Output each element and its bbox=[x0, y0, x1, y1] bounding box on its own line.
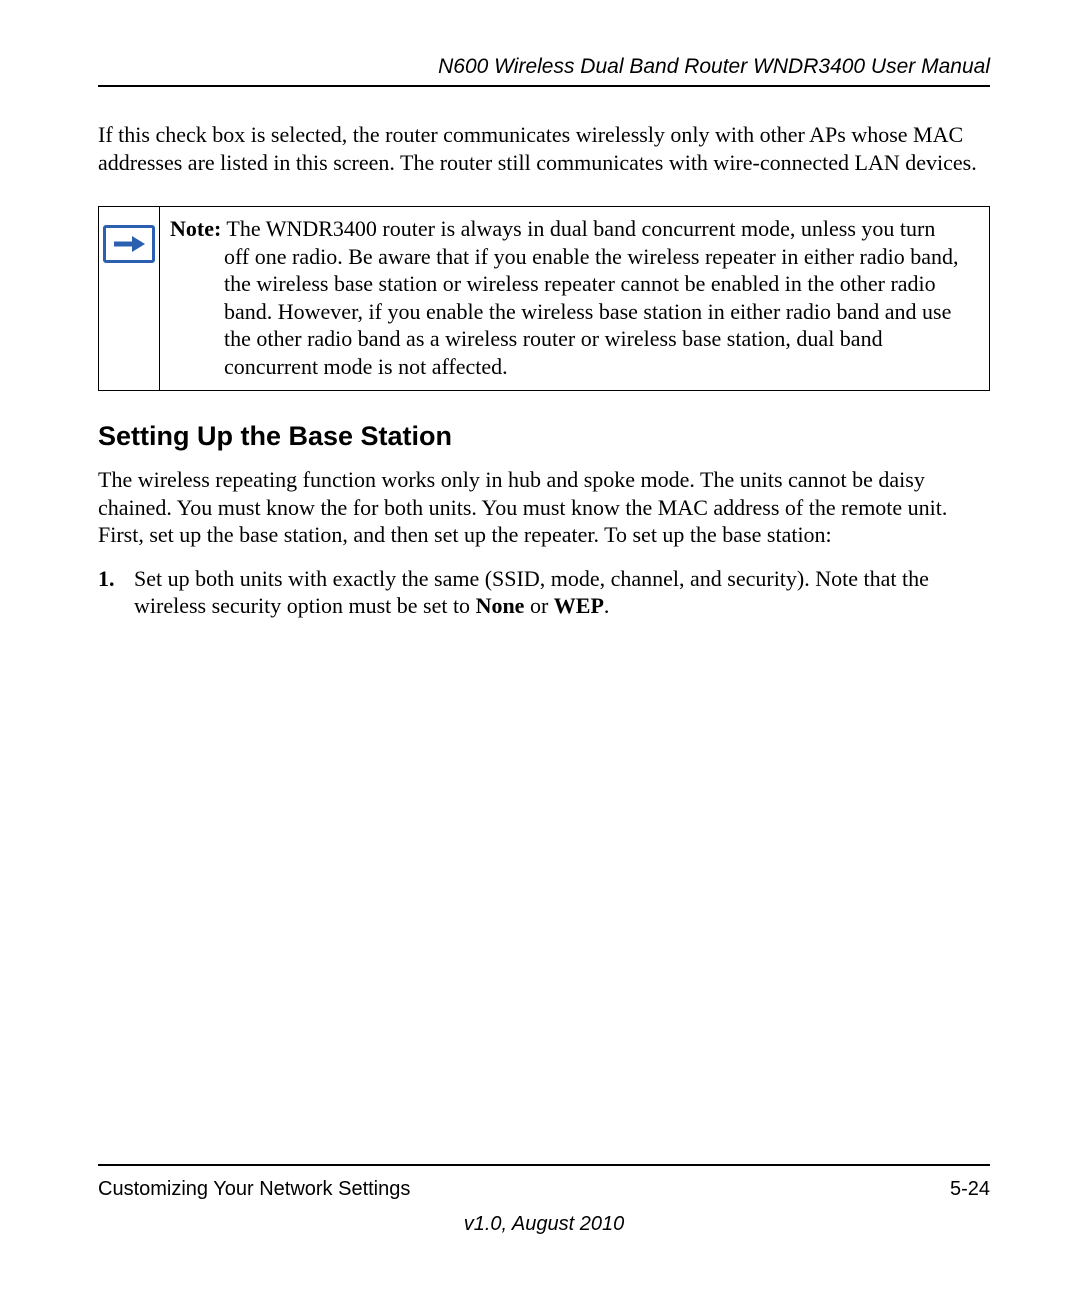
section-heading: Setting Up the Base Station bbox=[98, 421, 990, 452]
note-icon-cell bbox=[99, 207, 160, 390]
li-text-bold-wep: WEP bbox=[554, 593, 604, 618]
note-rest: off one radio. Be aware that if you enab… bbox=[170, 243, 979, 381]
note-text: Note: The WNDR3400 router is always in d… bbox=[160, 207, 989, 390]
page-header-title: N600 Wireless Dual Band Router WNDR3400 … bbox=[98, 55, 990, 87]
note-first-line: The WNDR3400 router is always in dual ba… bbox=[221, 216, 935, 241]
list-item-number: 1. bbox=[98, 565, 134, 620]
footer-version: v1.0, August 2010 bbox=[98, 1213, 990, 1236]
footer-left: Customizing Your Network Settings bbox=[98, 1178, 410, 1201]
note-label: Note: bbox=[170, 216, 221, 241]
li-text-post: . bbox=[604, 593, 610, 618]
manual-page: N600 Wireless Dual Band Router WNDR3400 … bbox=[0, 0, 1080, 1296]
page-footer: Customizing Your Network Settings 5-24 v… bbox=[98, 1164, 990, 1236]
list-item: 1. Set up both units with exactly the sa… bbox=[98, 565, 990, 620]
li-text-bold-none: None bbox=[476, 593, 525, 618]
intro-paragraph: If this check box is selected, the route… bbox=[98, 121, 990, 176]
section-paragraph: The wireless repeating function works on… bbox=[98, 466, 990, 549]
li-text-mid: or bbox=[524, 593, 553, 618]
arrow-right-icon bbox=[103, 225, 155, 263]
note-box: Note: The WNDR3400 router is always in d… bbox=[98, 206, 990, 391]
setup-steps-list: 1. Set up both units with exactly the sa… bbox=[98, 565, 990, 620]
footer-rule bbox=[98, 1164, 990, 1166]
footer-page-number: 5-24 bbox=[950, 1178, 990, 1201]
footer-line: Customizing Your Network Settings 5-24 bbox=[98, 1178, 990, 1201]
list-item-text: Set up both units with exactly the same … bbox=[134, 565, 990, 620]
